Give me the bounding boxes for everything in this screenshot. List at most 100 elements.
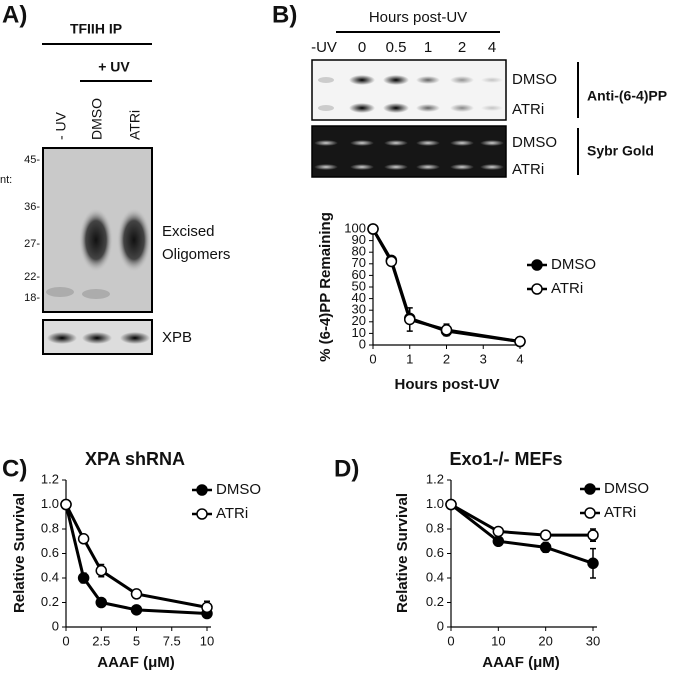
x-tick-label: 0	[62, 633, 69, 648]
x-tick-label: 5	[133, 633, 140, 648]
blot-label: Sybr Gold	[587, 143, 654, 159]
x-tick-label: 0	[369, 351, 376, 366]
point	[201, 601, 213, 614]
x-tick-label: 10	[200, 633, 214, 648]
chart-title: Exo1-/- MEFs	[449, 449, 562, 469]
blot	[311, 125, 507, 178]
point	[404, 313, 416, 326]
lane-label: 0.5	[386, 39, 407, 56]
point	[492, 525, 505, 538]
point	[130, 588, 143, 600]
panel-label: C)	[2, 455, 27, 482]
point	[77, 572, 90, 584]
lane-label: ATRi	[127, 110, 143, 140]
legend-marker	[196, 484, 208, 496]
legend-marker	[584, 483, 596, 495]
lane-label: 1	[424, 39, 432, 56]
lane-label: DMSO	[89, 98, 105, 140]
header: Hours post-UV	[369, 9, 467, 26]
blot	[311, 59, 507, 121]
marker: 22-	[24, 271, 40, 283]
x-tick-label: 1	[406, 351, 413, 366]
y-tick-label: 0.6	[426, 545, 444, 560]
gel-band	[117, 208, 151, 272]
y-tick-label: 90	[352, 232, 366, 247]
blot-label: Anti-(6-4)PP	[587, 88, 667, 104]
y-tick-label: 1.0	[41, 496, 59, 511]
y-axis-label: Relative Survival	[394, 493, 411, 613]
y-tick-label: 50	[352, 278, 366, 293]
point	[539, 529, 552, 541]
y-tick-label: 70	[352, 255, 366, 270]
x-axis-label: AAAF (μM)	[97, 654, 175, 671]
point	[445, 498, 457, 511]
panel-label: A)	[2, 1, 27, 28]
lane-label: - UV	[53, 111, 69, 140]
series-line	[450, 503, 593, 537]
uv-label: + UV	[98, 59, 130, 75]
lane-label: -UV	[311, 39, 337, 56]
y-tick-label: 1.0	[426, 496, 444, 511]
point	[130, 604, 143, 616]
point	[367, 223, 379, 235]
y-axis-label: % (6-4)PP Remaining	[317, 212, 334, 362]
legend-marker	[531, 259, 543, 271]
panel-label: B)	[272, 1, 297, 28]
series-line	[450, 503, 594, 565]
y-tick-label: 40	[352, 290, 366, 305]
y-tick-label: 1.2	[426, 471, 444, 486]
point	[385, 255, 398, 268]
legend-label: DMSO	[216, 481, 261, 498]
legend-label: ATRi	[216, 505, 248, 522]
blot-bands	[318, 75, 503, 113]
y-tick-label: 20	[352, 313, 366, 328]
point	[77, 533, 90, 545]
legend-label: ATRi	[604, 504, 636, 521]
row-label: DMSO	[512, 71, 557, 88]
marker: 18-	[24, 292, 40, 304]
x-tick-label: 10	[491, 633, 505, 648]
x-tick-label: 4	[516, 351, 523, 366]
legend-marker	[531, 283, 543, 295]
loading-label: XPB	[162, 329, 192, 346]
legend-marker	[196, 508, 208, 520]
y-tick-label: 0	[437, 618, 444, 633]
y-tick-label: 0.8	[41, 520, 59, 535]
x-tick-label: 7.5	[163, 633, 181, 648]
row-label: ATRi	[512, 161, 544, 178]
y-tick-label: 60	[352, 267, 366, 282]
chart-title: XPA shRNA	[85, 449, 185, 469]
x-tick-label: 2.5	[92, 633, 110, 648]
point	[95, 564, 107, 577]
x-axis-label: Hours post-UV	[395, 376, 500, 393]
gel-band	[47, 332, 77, 344]
band-label: Oligomers	[162, 246, 230, 263]
band-label: Excised	[162, 223, 215, 240]
nt-label: nt:	[0, 174, 12, 186]
legend-marker	[584, 507, 596, 519]
point	[492, 535, 505, 547]
x-tick-label: 0	[447, 633, 454, 648]
point	[60, 498, 72, 511]
gel-band	[46, 287, 74, 297]
y-tick-label: 0	[52, 618, 59, 633]
legend-label: DMSO	[551, 256, 596, 273]
y-tick-label: 0.4	[426, 569, 444, 584]
row-label: DMSO	[512, 134, 557, 151]
panel-label: D)	[334, 455, 359, 482]
blot-bands	[314, 140, 504, 170]
x-tick-label: 20	[538, 633, 552, 648]
gel-band	[120, 332, 150, 344]
row-label: ATRi	[512, 101, 544, 118]
marker: 36-	[24, 201, 40, 213]
legend-label: DMSO	[604, 480, 649, 497]
lane-label: 4	[488, 39, 496, 56]
lane-label: 2	[458, 39, 466, 56]
point	[95, 596, 107, 609]
y-tick-label: 1.2	[41, 471, 59, 486]
y-tick-label: 10	[352, 325, 366, 340]
point	[440, 324, 453, 336]
lane-label: 0	[358, 39, 366, 56]
marker: 45-	[24, 154, 40, 166]
